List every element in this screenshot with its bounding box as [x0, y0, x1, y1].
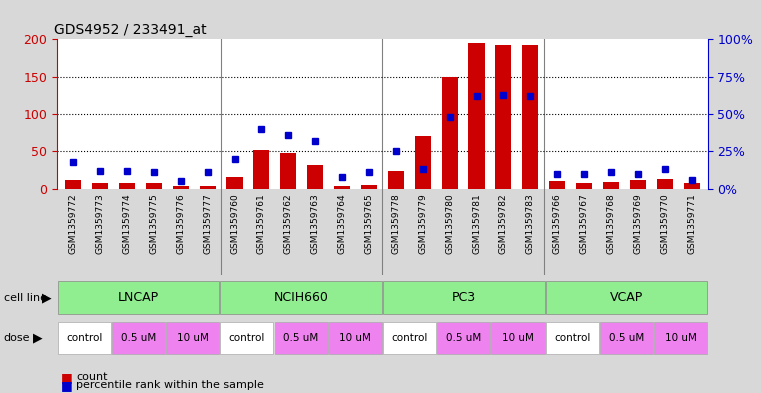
Text: GSM1359779: GSM1359779 — [419, 193, 427, 254]
Text: GSM1359768: GSM1359768 — [607, 193, 616, 254]
Text: 0.5 uM: 0.5 uM — [609, 333, 644, 343]
Text: count: count — [76, 372, 107, 382]
Text: control: control — [228, 333, 265, 343]
Bar — [630, 180, 646, 189]
Bar — [603, 182, 619, 189]
Bar — [441, 77, 457, 189]
Bar — [112, 322, 165, 354]
Text: control: control — [66, 333, 103, 343]
Text: 0.5 uM: 0.5 uM — [121, 333, 156, 343]
Bar — [220, 281, 382, 314]
Bar — [199, 186, 215, 189]
Bar — [280, 153, 296, 189]
Text: GSM1359772: GSM1359772 — [68, 193, 78, 253]
Bar — [415, 136, 431, 189]
Text: GSM1359774: GSM1359774 — [123, 193, 132, 253]
Bar — [657, 179, 673, 189]
Bar — [522, 45, 538, 189]
Text: GSM1359767: GSM1359767 — [580, 193, 588, 254]
Bar — [388, 171, 404, 189]
Text: NCIH660: NCIH660 — [274, 291, 329, 304]
Text: GSM1359777: GSM1359777 — [203, 193, 212, 254]
Text: GSM1359763: GSM1359763 — [310, 193, 320, 254]
Text: 10 uM: 10 uM — [177, 333, 209, 343]
Text: PC3: PC3 — [452, 291, 476, 304]
Text: percentile rank within the sample: percentile rank within the sample — [76, 380, 264, 390]
Text: GSM1359780: GSM1359780 — [445, 193, 454, 254]
Bar — [307, 165, 323, 189]
Text: GSM1359761: GSM1359761 — [257, 193, 266, 254]
Bar — [383, 322, 436, 354]
Bar — [546, 281, 707, 314]
Text: dose: dose — [4, 333, 30, 343]
Bar — [58, 322, 111, 354]
Text: GSM1359781: GSM1359781 — [472, 193, 481, 254]
Text: GSM1359773: GSM1359773 — [96, 193, 104, 254]
Bar — [469, 43, 485, 189]
Bar — [92, 184, 108, 189]
Text: 10 uM: 10 uM — [664, 333, 696, 343]
Bar — [329, 322, 382, 354]
Bar — [654, 322, 707, 354]
Text: GSM1359776: GSM1359776 — [177, 193, 185, 254]
Text: VCAP: VCAP — [610, 291, 643, 304]
Text: control: control — [391, 333, 428, 343]
Text: GSM1359762: GSM1359762 — [284, 193, 293, 253]
Text: GSM1359769: GSM1359769 — [633, 193, 642, 254]
Text: control: control — [554, 333, 591, 343]
Text: GSM1359760: GSM1359760 — [230, 193, 239, 254]
Text: 0.5 uM: 0.5 uM — [446, 333, 482, 343]
Text: cell line: cell line — [4, 293, 47, 303]
Text: GSM1359771: GSM1359771 — [687, 193, 696, 254]
Text: ▶: ▶ — [42, 291, 52, 304]
Bar — [361, 185, 377, 189]
Bar — [437, 322, 490, 354]
Text: GDS4952 / 233491_at: GDS4952 / 233491_at — [54, 23, 206, 37]
Bar — [173, 186, 189, 189]
Text: ■: ■ — [61, 371, 72, 384]
Bar — [549, 181, 565, 189]
Bar — [166, 322, 219, 354]
Text: GSM1359770: GSM1359770 — [661, 193, 669, 254]
Bar — [253, 150, 269, 189]
Text: 0.5 uM: 0.5 uM — [283, 333, 319, 343]
Bar — [334, 185, 350, 189]
Bar — [220, 322, 273, 354]
Text: GSM1359765: GSM1359765 — [365, 193, 374, 254]
Text: GSM1359775: GSM1359775 — [149, 193, 158, 254]
Text: GSM1359764: GSM1359764 — [338, 193, 346, 253]
Bar — [275, 322, 328, 354]
Bar — [383, 281, 545, 314]
Bar — [65, 180, 81, 189]
Text: 10 uM: 10 uM — [339, 333, 371, 343]
Bar — [495, 44, 511, 189]
Text: GSM1359782: GSM1359782 — [499, 193, 508, 253]
Bar — [492, 322, 545, 354]
Bar — [600, 322, 653, 354]
Text: ■: ■ — [61, 378, 72, 392]
Text: GSM1359783: GSM1359783 — [526, 193, 535, 254]
Bar — [546, 322, 599, 354]
Text: GSM1359766: GSM1359766 — [552, 193, 562, 254]
Text: 10 uM: 10 uM — [502, 333, 534, 343]
Bar — [227, 177, 243, 189]
Bar — [683, 184, 699, 189]
Bar — [576, 183, 592, 189]
Bar — [58, 281, 219, 314]
Text: ▶: ▶ — [33, 331, 43, 345]
Bar — [119, 183, 135, 189]
Text: LNCAP: LNCAP — [118, 291, 159, 304]
Text: GSM1359778: GSM1359778 — [391, 193, 400, 254]
Bar — [146, 183, 162, 189]
